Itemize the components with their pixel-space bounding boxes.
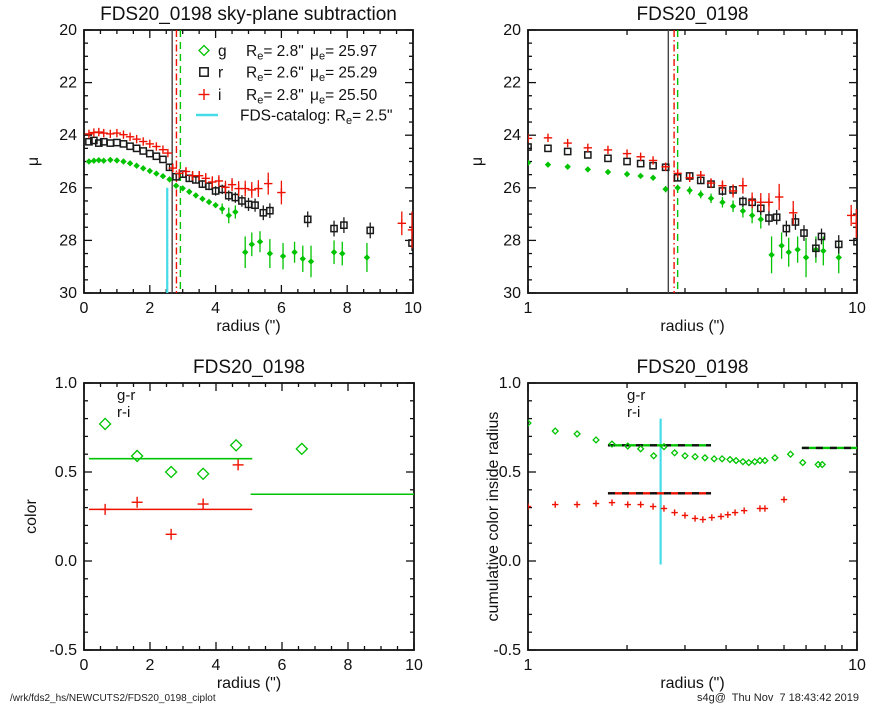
top-right-ytick: 28 (503, 232, 521, 249)
top-left-xtick: 10 (404, 300, 422, 317)
bottom-right-xtick: 10 (848, 657, 866, 674)
top-right-frame (527, 29, 858, 294)
bottom-left-ytick: 1.0 (55, 375, 77, 392)
bottom-left-xtick: 6 (278, 657, 287, 674)
legend-re-g: Re= 2.8" (246, 43, 304, 63)
bottom-right-title: FDS20_0198 (637, 357, 749, 378)
bottom-left-xlabel: radius (") (217, 675, 281, 692)
footer-user-timestamp: s4g@ Thu Nov 7 18:43:42 2019 (696, 692, 859, 704)
top-left-series-r (85, 136, 413, 251)
bottom-left-series-r-i (99, 459, 244, 540)
top-left-series-g (85, 156, 371, 278)
top-left-xtick: 4 (211, 300, 220, 317)
top-right-series-g (528, 159, 842, 278)
top-left-xtick: 2 (145, 300, 154, 317)
top-right-series-i (528, 133, 857, 238)
top-right-title: FDS20_0198 (637, 4, 749, 25)
bottom-left-ylabel: color (23, 498, 40, 533)
legend-mue-r: μe= 25.29 (310, 65, 377, 85)
top-left-ytick: 28 (59, 232, 77, 249)
bottom-right-ytick: 0.0 (499, 553, 521, 570)
top-right-ytick: 20 (503, 22, 521, 39)
bottom-left-ytick: -0.5 (49, 642, 77, 659)
bottom-left-label-g-r: g-r (117, 387, 135, 404)
top-left-xtick: 6 (277, 300, 286, 317)
bottom-left-ytick: 0.5 (55, 464, 77, 481)
bottom-right-ylabel: cumulative color inside radius (485, 412, 502, 622)
top-right-ylabel: μ (469, 157, 486, 166)
bottom-right-label-r-i: r-i (627, 404, 640, 421)
bottom-left-xtick: 10 (405, 657, 423, 674)
bottom-left-ytick: 0.0 (55, 553, 77, 570)
top-left-xtick: 8 (343, 300, 352, 317)
footer-file-path: /wrk/fds2_hs/NEWCUTS2/FDS20_0198_ciplot (10, 693, 216, 704)
legend-mue-g: μe= 25.97 (310, 43, 377, 63)
top-left-ytick: 22 (59, 75, 77, 92)
top-left-xlabel: radius (") (216, 318, 280, 335)
bottom-left-title: FDS20_0198 (193, 357, 305, 378)
top-left-xtick: 0 (80, 300, 89, 317)
top-left-series-i (84, 127, 413, 249)
top-left-ytick: 24 (59, 127, 77, 144)
bottom-right-frame (527, 382, 858, 651)
bottom-left-series-g-r (98, 417, 309, 481)
bottom-right-xlabel: radius (") (660, 675, 724, 692)
bottom-right-series-r-i (528, 496, 788, 523)
bottom-right-ytick: 1.0 (499, 375, 521, 392)
bottom-left-label-r-i: r-i (117, 404, 130, 421)
top-left-ytick: 26 (59, 180, 77, 197)
top-left-ytick: 20 (59, 22, 77, 39)
legend-band-i: i (218, 87, 221, 104)
top-left-legend: g Re= 2.8" μe= 25.97 r Re= 2.6" μe= 25.29 i Re=… (196, 43, 393, 127)
top-right-xtick: 1 (524, 300, 533, 317)
legend-band-r: r (218, 65, 223, 82)
bottom-right-label-g-r: g-r (627, 387, 645, 404)
top-left-ytick: 30 (59, 285, 77, 302)
bottom-left-xtick: 0 (80, 657, 89, 674)
legend-catalog-text: FDS-catalog: Re= 2.5" (240, 108, 393, 128)
top-right-ytick: 24 (503, 127, 521, 144)
bottom-right-xtick: 1 (524, 657, 533, 674)
bottom-right-ytick: 0.5 (499, 464, 521, 481)
bottom-left-frame (83, 382, 415, 651)
top-left-title: FDS20_0198 sky-plane subtraction (100, 4, 397, 25)
top-left-ylabel: μ (25, 157, 42, 166)
top-right-xtick: 10 (848, 300, 866, 317)
top-right-ytick: 22 (503, 75, 521, 92)
top-right-series-r (528, 143, 857, 258)
top-right-ytick: 30 (503, 285, 521, 302)
bottom-right-series-g-r (528, 419, 827, 469)
bottom-left-xtick: 2 (146, 657, 155, 674)
legend-re-i: Re= 2.8" (246, 87, 304, 107)
bottom-right-ytick: -0.5 (493, 642, 521, 659)
legend-re-r: Re= 2.6" (246, 65, 304, 85)
top-right-xlabel: radius (") (660, 318, 724, 335)
top-right-ytick: 26 (503, 180, 521, 197)
bottom-left-xtick: 4 (212, 657, 221, 674)
bottom-left-xtick: 8 (344, 657, 353, 674)
legend-band-g: g (218, 43, 227, 60)
legend-mue-i: μe= 25.50 (310, 87, 378, 107)
